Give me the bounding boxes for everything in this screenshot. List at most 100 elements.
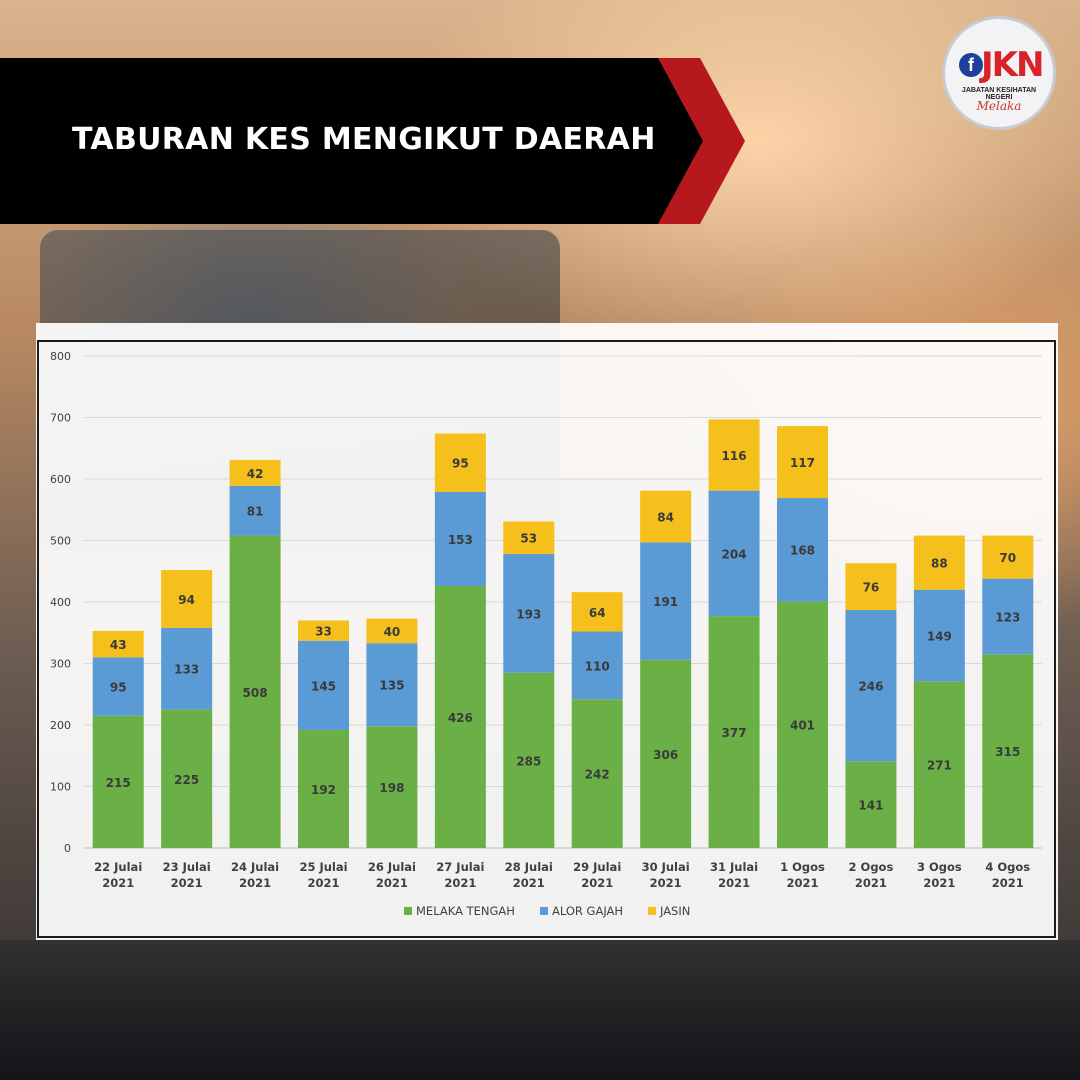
bar-segment xyxy=(161,627,213,710)
bar-segment xyxy=(777,498,828,602)
title-banner xyxy=(0,58,745,224)
grid-lines xyxy=(84,355,1042,849)
x-tick-label-year: 2021 xyxy=(171,876,203,890)
bar-segment xyxy=(503,521,555,555)
x-tick-label: 2 Ogos xyxy=(849,860,894,874)
bar-segment xyxy=(161,709,213,848)
x-tick-label: 25 Julai xyxy=(299,860,347,874)
data-label: 508 xyxy=(243,686,268,700)
bar-segment xyxy=(92,630,144,658)
x-tick-label-year: 2021 xyxy=(581,876,613,890)
bar-segment xyxy=(434,586,486,848)
y-tick-label: 600 xyxy=(50,473,71,486)
bars: 215 95 43 225 133 94 508 81 42 192 145 33 198 135 40 42… xyxy=(92,419,1034,848)
x-tick-label-year: 2021 xyxy=(992,876,1024,890)
data-label: 242 xyxy=(585,768,610,782)
bar-segment xyxy=(503,672,555,848)
data-label: 70 xyxy=(999,551,1016,565)
x-tick-label: 26 Julai xyxy=(368,860,416,874)
x-tick-label-year: 2021 xyxy=(923,876,955,890)
bar-segment xyxy=(366,643,418,727)
data-label: 204 xyxy=(722,547,747,561)
x-tick-label: 30 Julai xyxy=(642,860,690,874)
data-label: 426 xyxy=(448,711,473,725)
legend-swatch xyxy=(540,907,548,915)
x-axis-ticks: 22 Julai 2021 23 Julai 2021 24 Julai 2021 25 J… xyxy=(94,860,1030,890)
banner-black-block xyxy=(0,58,703,224)
data-label: 149 xyxy=(927,630,952,644)
bar-segment xyxy=(913,535,965,590)
data-label: 88 xyxy=(931,557,948,571)
data-label: 42 xyxy=(247,467,264,481)
y-tick-label: 700 xyxy=(50,412,71,425)
x-tick-label-year: 2021 xyxy=(855,876,887,890)
bar-segment xyxy=(298,729,349,848)
data-label: 40 xyxy=(384,625,401,639)
x-tick-label: 31 Julai xyxy=(710,860,758,874)
legend: MELAKA TENGAH ALOR GAJAH JASIN xyxy=(404,904,690,918)
bar-segment xyxy=(982,535,1034,579)
data-label: 193 xyxy=(516,607,541,621)
x-tick-label: 1 Ogos xyxy=(780,860,825,874)
data-label: 271 xyxy=(927,759,952,773)
x-tick-label: 23 Julai xyxy=(163,860,211,874)
page-title: TABURAN KES MENGIKUT DAERAH xyxy=(72,122,656,157)
data-label: 133 xyxy=(174,663,199,677)
data-label: 110 xyxy=(585,659,610,673)
data-label: 43 xyxy=(110,638,127,652)
logo-subtitle: JABATAN KESIHATAN NEGERI xyxy=(961,87,1037,101)
x-tick-label: 24 Julai xyxy=(231,860,279,874)
data-label: 84 xyxy=(657,511,674,525)
bar-segment xyxy=(708,490,760,617)
bar-segment xyxy=(640,490,692,543)
bar-segment xyxy=(708,616,760,848)
data-label: 94 xyxy=(178,593,195,607)
data-label: 33 xyxy=(315,625,332,639)
legend-swatch xyxy=(404,907,412,915)
data-label: 401 xyxy=(790,719,815,733)
bar-segment xyxy=(366,726,418,848)
banner-shape xyxy=(0,58,745,224)
data-label: 315 xyxy=(995,745,1020,759)
facebook-f-icon: f xyxy=(959,53,983,77)
data-label: 95 xyxy=(452,457,469,471)
x-tick-label: 3 Ogos xyxy=(917,860,962,874)
x-tick-label: 4 Ogos xyxy=(985,860,1030,874)
y-axis-ticks: 0 100 200 300 400 500 600 700 800 xyxy=(50,350,71,855)
bar-segment xyxy=(503,554,555,673)
jkn-logo: f JKN JABATAN KESIHATAN NEGERI Melaka xyxy=(942,16,1056,130)
data-label: 285 xyxy=(516,754,541,768)
data-label: 117 xyxy=(790,456,815,470)
bar-segment xyxy=(298,620,349,641)
legend-label: ALOR GAJAH xyxy=(552,904,623,918)
background-bottom-shade xyxy=(0,940,1080,1080)
x-tick-label: 28 Julai xyxy=(505,860,553,874)
bar-segment xyxy=(640,659,692,848)
bar-segment xyxy=(845,609,897,762)
bar-segment xyxy=(434,433,486,492)
data-label: 225 xyxy=(174,773,199,787)
data-label: 215 xyxy=(106,776,131,790)
bar-segment xyxy=(777,601,828,848)
x-tick-label-year: 2021 xyxy=(444,876,476,890)
bar-segment xyxy=(571,631,623,700)
data-label: 123 xyxy=(995,610,1020,624)
x-tick-label-year: 2021 xyxy=(102,876,134,890)
bar-segment xyxy=(777,426,828,499)
y-tick-label: 0 xyxy=(64,842,71,855)
data-label: 81 xyxy=(247,505,264,519)
x-tick-label: 27 Julai xyxy=(436,860,484,874)
y-tick-label: 100 xyxy=(50,781,71,794)
bar-segment xyxy=(229,485,281,536)
data-label: 191 xyxy=(653,595,678,609)
data-label: 76 xyxy=(863,581,880,595)
data-label: 377 xyxy=(722,726,747,740)
chart-card: 0 100 200 300 400 500 600 700 800 215 95 43 225 133 9… xyxy=(36,323,1058,940)
logo-brand: JKN xyxy=(981,45,1044,85)
legend-swatch xyxy=(648,907,656,915)
x-tick-label-year: 2021 xyxy=(376,876,408,890)
legend-label: JASIN xyxy=(659,904,690,918)
bar-segment xyxy=(229,535,281,848)
data-label: 141 xyxy=(858,799,883,813)
y-tick-label: 400 xyxy=(50,596,71,609)
